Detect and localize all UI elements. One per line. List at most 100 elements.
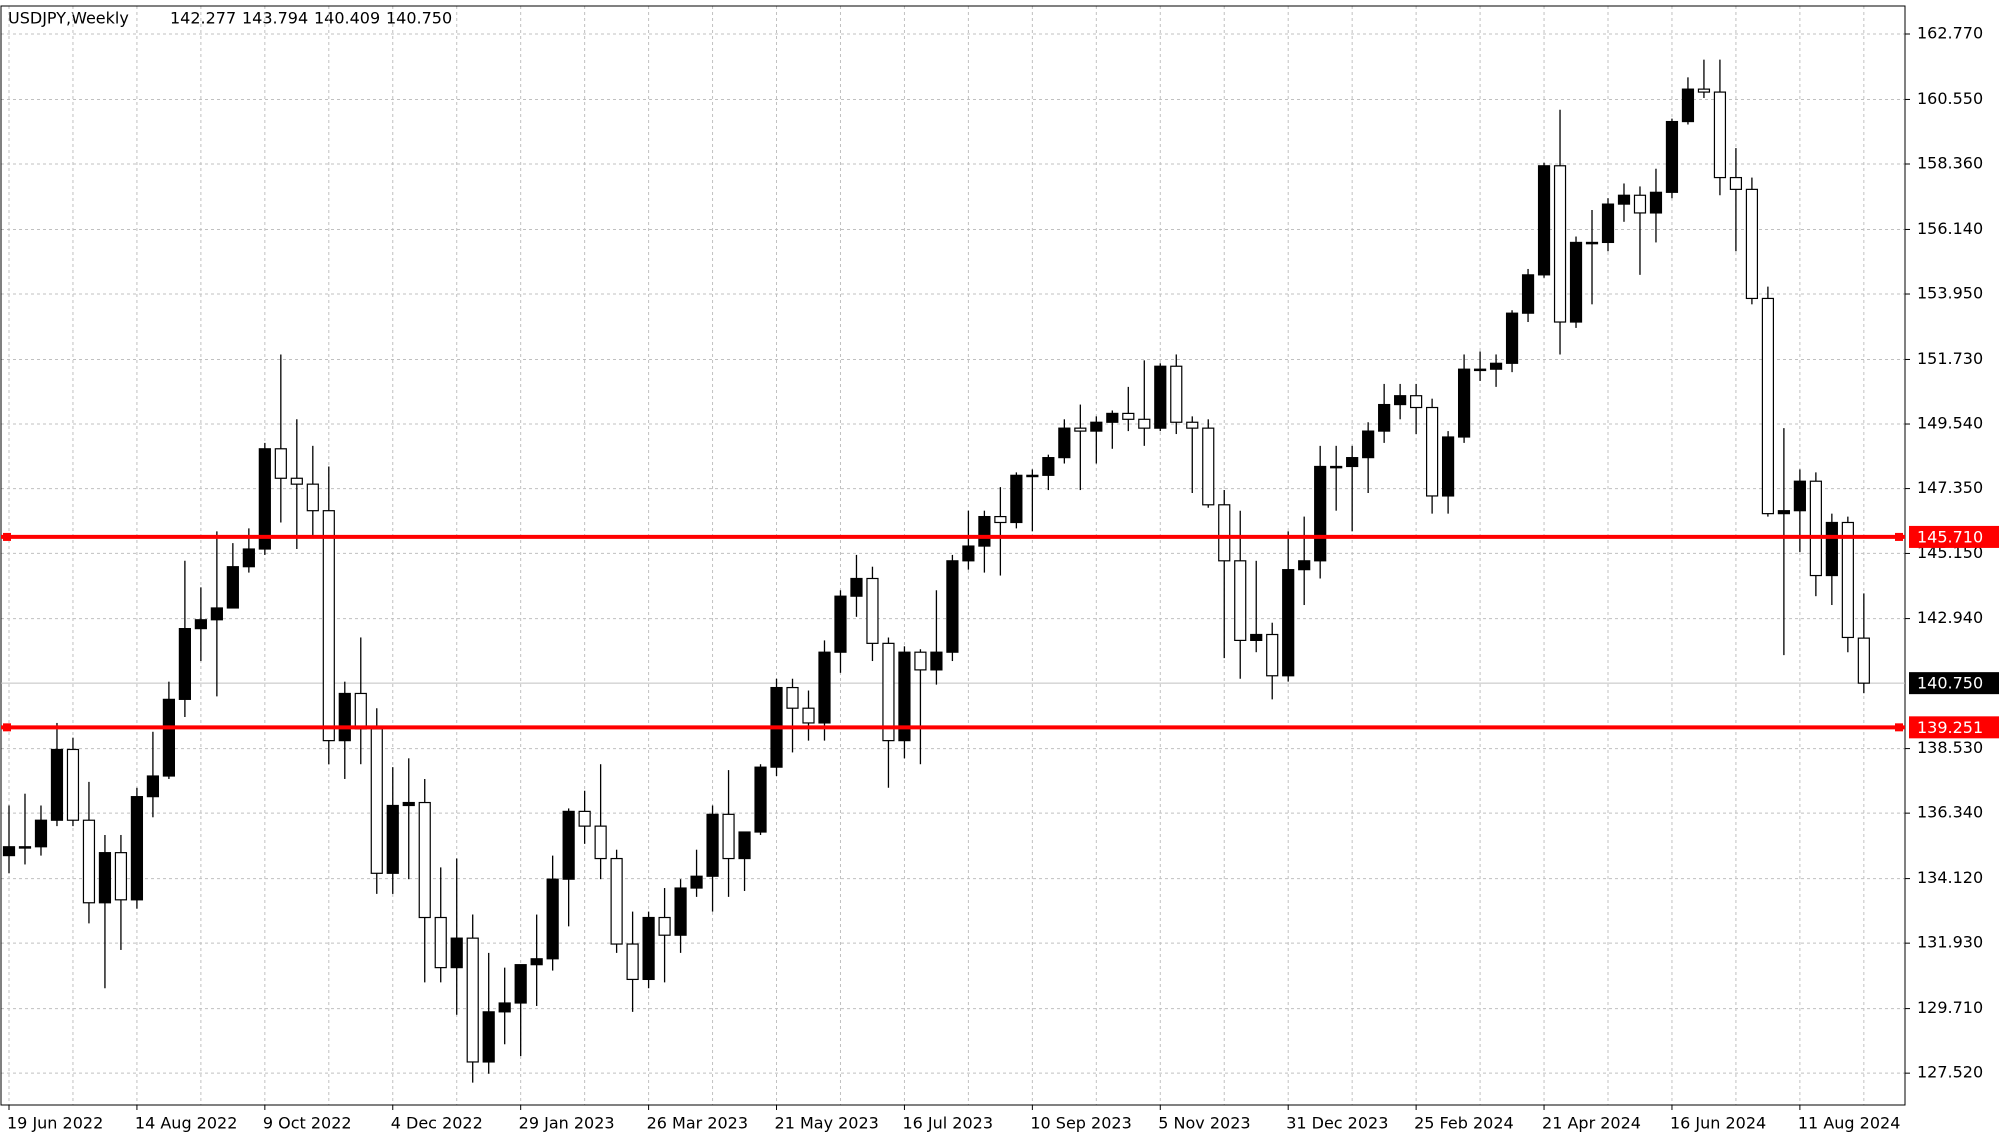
line-handle <box>1895 723 1903 732</box>
candle-body <box>1058 427 1071 459</box>
y-tick-label: 147.350 <box>1917 478 1983 497</box>
ohlc-value: 140.409 <box>314 9 380 28</box>
candle-body <box>1649 191 1663 214</box>
candle-body <box>786 686 799 709</box>
candle-body <box>1537 165 1551 276</box>
candle-body <box>1489 362 1503 370</box>
candle-body <box>434 916 447 969</box>
candle-body <box>690 875 703 889</box>
candle-body <box>834 595 847 653</box>
candle-body <box>1617 194 1631 205</box>
candle-body <box>1553 165 1567 323</box>
candle-body <box>386 804 399 874</box>
line-handle <box>3 723 11 732</box>
candle-body <box>1186 421 1199 429</box>
candle-body <box>1362 430 1375 459</box>
candle-body <box>1569 241 1583 323</box>
candle-body <box>978 515 991 547</box>
candle-body <box>114 852 128 901</box>
candle-body <box>1457 368 1471 438</box>
candle-body <box>1266 633 1279 677</box>
candle-body <box>594 825 607 860</box>
candle-body <box>674 887 687 936</box>
candle-body <box>802 707 815 724</box>
y-tick-label: 156.140 <box>1917 219 1983 238</box>
candle-body <box>1282 569 1295 677</box>
candle-body <box>306 483 319 512</box>
candle-body <box>130 796 144 901</box>
candle-body <box>642 916 655 981</box>
plot-frame <box>0 5 1906 1106</box>
candle-body <box>146 775 160 798</box>
candle-body <box>1202 427 1215 506</box>
candle-body <box>562 810 575 880</box>
candle-body <box>226 566 239 609</box>
candle-body <box>1585 241 1599 245</box>
candle-body <box>370 728 383 874</box>
candle-body <box>34 819 48 848</box>
candle-body <box>1681 88 1695 123</box>
candle-body <box>18 846 32 849</box>
x-tick-label: 16 Jul 2023 <box>902 1114 993 1133</box>
candle-body <box>82 819 96 904</box>
y-tick-label: 149.540 <box>1917 414 1983 433</box>
candle-body <box>338 692 351 742</box>
candle-body <box>1505 312 1519 364</box>
candle-body <box>354 692 367 730</box>
candle-body <box>1633 194 1647 214</box>
candle-body <box>1234 560 1247 642</box>
candle-body <box>738 831 751 860</box>
chart-title: USDJPY,Weekly <box>8 9 129 28</box>
y-tick-label: 160.550 <box>1917 89 1983 108</box>
candle-body <box>658 916 671 936</box>
candle-body <box>610 857 623 945</box>
candle-body <box>1697 88 1711 93</box>
candle-body <box>1793 480 1806 512</box>
candle-body <box>322 510 335 742</box>
x-tick-label: 26 Mar 2023 <box>647 1114 748 1133</box>
x-tick-label: 11 Aug 2024 <box>1798 1114 1901 1133</box>
candle-body <box>1090 421 1103 432</box>
y-tick-label: 134.120 <box>1917 868 1983 887</box>
candle-body <box>194 619 207 630</box>
x-tick-label: 16 Jun 2024 <box>1670 1114 1766 1133</box>
x-tick-label: 10 Sep 2023 <box>1030 1114 1131 1133</box>
candle-body <box>1713 91 1727 179</box>
y-tick-label: 136.340 <box>1917 803 1983 822</box>
candle-body <box>178 628 191 700</box>
candle-body <box>530 958 543 966</box>
candle-body <box>1473 368 1487 372</box>
current-price-label: 140.750 <box>1917 674 1983 693</box>
x-tick-label: 9 Oct 2022 <box>263 1114 352 1133</box>
price-label: 145.710 <box>1917 527 1983 546</box>
candle-body <box>498 1002 511 1013</box>
candle-body <box>866 577 879 644</box>
candle-body <box>1441 436 1455 497</box>
x-tick-label: 25 Feb 2024 <box>1414 1114 1514 1133</box>
candle-body <box>850 577 863 597</box>
candle-body <box>1106 412 1119 423</box>
candle-body <box>1250 633 1263 642</box>
candle-body <box>466 937 479 1063</box>
candle-body <box>402 801 415 807</box>
candle-body <box>1394 395 1407 406</box>
candle-body <box>962 545 975 562</box>
candle-body <box>66 748 80 821</box>
candle-body <box>1761 297 1775 515</box>
price-label-box <box>1909 672 1999 695</box>
candle-body <box>1521 274 1535 314</box>
y-tick-label: 162.770 <box>1917 24 1983 43</box>
ohlc-value: 142.277 <box>170 9 236 28</box>
y-tick-label: 151.730 <box>1917 349 1983 368</box>
candle-body <box>706 813 719 877</box>
candle-body <box>1601 203 1615 244</box>
y-tick-label: 142.940 <box>1917 608 1983 627</box>
candle-body <box>754 766 767 833</box>
candle-body <box>914 651 927 671</box>
candle-body <box>2 846 16 857</box>
candle-body <box>1777 510 1790 515</box>
candle-body <box>578 810 591 827</box>
candle-body <box>898 651 911 742</box>
candle-body <box>162 698 175 777</box>
y-tick-label: 131.930 <box>1917 933 1983 952</box>
